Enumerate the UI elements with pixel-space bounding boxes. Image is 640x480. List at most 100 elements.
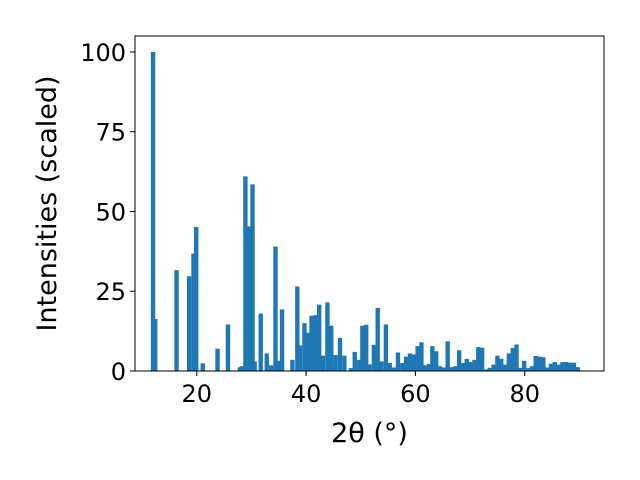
bar [419, 342, 424, 371]
bar [375, 307, 380, 371]
bar [518, 367, 523, 371]
bar [174, 270, 179, 371]
bar [305, 332, 310, 371]
bar [556, 364, 561, 371]
bar [449, 367, 454, 371]
bar [441, 367, 447, 371]
bar [215, 348, 220, 371]
x-tick-label: 80 [509, 380, 540, 408]
bar [200, 363, 205, 371]
y-tick-label: 50 [95, 198, 126, 226]
bar [290, 359, 295, 371]
bar [325, 302, 330, 371]
bar [237, 367, 243, 371]
bar [411, 354, 416, 371]
bar [445, 341, 450, 371]
bar [495, 355, 500, 371]
bar [194, 227, 199, 371]
bar [268, 365, 274, 371]
x-tick-label: 40 [291, 380, 322, 408]
y-axis: 0 25 50 75 100 [80, 39, 135, 386]
x-tick-label: 60 [400, 380, 431, 408]
bar [337, 337, 343, 371]
bar [356, 359, 362, 371]
bar [564, 362, 569, 371]
bar [313, 315, 318, 371]
bar [320, 355, 326, 371]
x-axis-label: 2θ (°) [331, 418, 408, 449]
bar [295, 286, 300, 371]
bar [225, 324, 231, 371]
bar [360, 325, 365, 371]
bar [525, 368, 531, 371]
bar [252, 361, 257, 371]
bar [333, 355, 338, 371]
bar [400, 363, 405, 371]
bar [317, 304, 322, 371]
bar [426, 363, 432, 371]
y-axis-label: Intensities (scaled) [32, 75, 63, 331]
bar [191, 253, 196, 371]
bar [264, 353, 269, 371]
bar [407, 353, 413, 371]
bars [150, 51, 580, 371]
bar [434, 351, 439, 371]
bar [491, 364, 496, 371]
bar [329, 325, 334, 371]
bar [352, 351, 357, 371]
bar [364, 324, 369, 371]
bar [529, 366, 535, 371]
bar [567, 362, 573, 371]
y-tick-label: 0 [111, 358, 126, 386]
bar [379, 361, 384, 371]
bar [468, 362, 473, 371]
bar [541, 357, 546, 371]
bar [456, 350, 462, 371]
bar [499, 358, 504, 371]
bar [502, 364, 508, 371]
bar [250, 184, 255, 371]
bar [309, 315, 314, 371]
x-tick-label: 20 [181, 380, 212, 408]
bar [560, 362, 565, 371]
bar [246, 226, 251, 371]
bar [276, 360, 281, 371]
bar [387, 363, 392, 371]
bar [533, 356, 538, 371]
bar [415, 346, 420, 371]
y-tick-label: 75 [95, 119, 126, 147]
bar [403, 356, 409, 371]
bar [430, 346, 435, 371]
bar [258, 313, 263, 371]
bar [302, 323, 307, 371]
bar [383, 324, 389, 371]
bar [273, 246, 278, 371]
bar [371, 344, 377, 371]
bar [453, 366, 458, 371]
bar [150, 51, 156, 371]
y-tick-label: 100 [80, 39, 126, 67]
bar [437, 366, 443, 371]
bar [297, 345, 303, 371]
bar [348, 368, 354, 371]
bar [186, 276, 192, 371]
bar [548, 363, 554, 371]
bar [479, 347, 485, 371]
bar [514, 344, 519, 371]
x-axis: 20 40 60 80 [181, 371, 540, 408]
bar [367, 364, 372, 371]
bar [243, 176, 248, 371]
bar [537, 356, 542, 371]
plot-frame [134, 35, 605, 372]
bar [391, 367, 397, 371]
bar [423, 365, 428, 371]
y-tick-label: 25 [95, 278, 126, 306]
bar [571, 362, 577, 371]
bar [472, 359, 477, 371]
bar [279, 309, 285, 371]
bar [483, 369, 489, 371]
bar [395, 352, 401, 371]
bar [464, 358, 469, 371]
bar [544, 367, 550, 371]
